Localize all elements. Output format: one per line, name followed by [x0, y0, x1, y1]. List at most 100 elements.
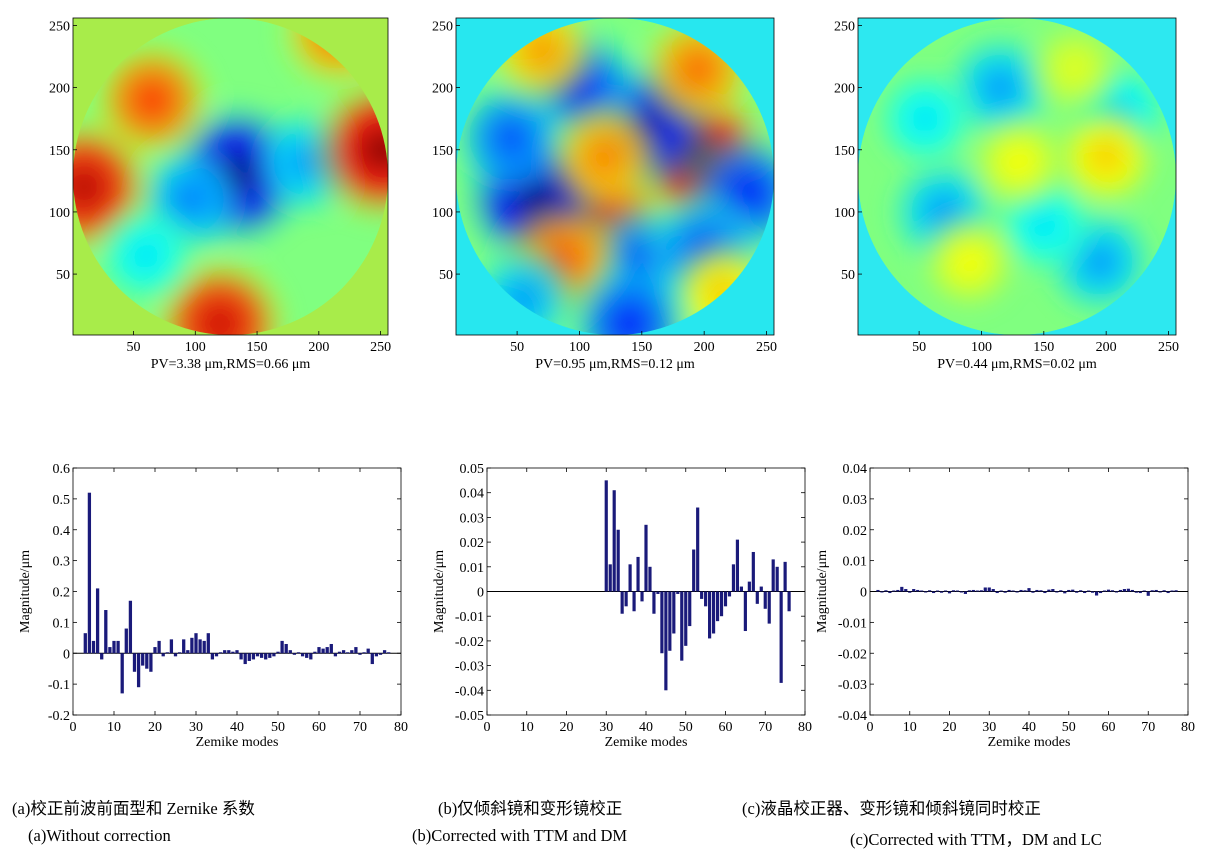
bar	[715, 591, 720, 622]
aberration-blob	[868, 61, 983, 176]
bar	[1110, 590, 1115, 592]
bar	[1162, 590, 1166, 592]
bar	[1023, 590, 1027, 592]
caption-a-en: (a)Without correction	[28, 826, 171, 845]
y-tick-label: 50	[439, 268, 453, 283]
aperture	[73, 18, 388, 335]
bar	[943, 590, 948, 592]
bar	[1011, 590, 1015, 592]
bar	[951, 590, 956, 592]
bar	[346, 652, 350, 654]
y-tick-label: 0.05	[460, 462, 485, 477]
y-tick-label: 200	[49, 82, 70, 97]
bar	[280, 640, 284, 654]
wavefront-caption: PV=0.44 μm,RMS=0.02 μm	[937, 357, 1097, 372]
aperture	[456, 18, 774, 335]
bar	[644, 524, 648, 592]
bar	[149, 653, 153, 672]
bar	[1134, 591, 1138, 593]
x-tick-label: 50	[1062, 720, 1076, 735]
x-axis-label: Zemike modes	[196, 735, 279, 750]
bar	[259, 653, 264, 658]
bar	[1039, 590, 1043, 592]
bar	[900, 586, 904, 592]
y-tick-label: 0.03	[460, 511, 485, 526]
bar	[378, 653, 383, 655]
bar	[719, 591, 724, 617]
bar	[884, 590, 888, 592]
bar	[735, 539, 740, 592]
bar	[83, 633, 87, 654]
aberration-blob	[540, 92, 669, 220]
x-tick-label: 100	[569, 340, 590, 355]
bar	[743, 591, 747, 632]
y-axis-label: Magnitude/μm	[815, 550, 830, 633]
caption-b-en: (b)Corrected with TTM and DM	[412, 826, 628, 845]
bar	[202, 640, 206, 654]
y-tick-label: 250	[834, 19, 855, 34]
y-tick-label: 50	[56, 268, 70, 283]
bar	[165, 652, 169, 654]
bar	[1174, 590, 1178, 592]
y-tick-label: 250	[49, 19, 70, 34]
y-tick-label: 100	[432, 206, 453, 221]
bar	[640, 591, 644, 602]
bar	[1079, 590, 1083, 592]
bar	[668, 591, 672, 651]
bar	[1063, 591, 1067, 594]
x-tick-label: 0	[70, 720, 77, 735]
bar	[876, 589, 880, 592]
bar	[648, 566, 652, 592]
bar	[711, 591, 716, 634]
bar	[100, 653, 104, 660]
zernike-bar-chart-b: 0 10 20 30 40 50 60 70 80 -0.05 -0.04 -0.03 -0.02 -0.…	[432, 462, 812, 750]
bar	[272, 653, 276, 657]
bar	[1126, 588, 1130, 592]
bar	[288, 650, 292, 654]
bar	[1130, 589, 1134, 592]
x-tick-label: 50	[510, 340, 524, 355]
y-tick-label: 0.04	[843, 462, 868, 477]
bar	[247, 653, 251, 661]
x-tick-label: 40	[639, 720, 653, 735]
bar	[337, 651, 342, 654]
bar	[231, 651, 235, 654]
bar	[1083, 591, 1087, 594]
bar	[132, 653, 137, 672]
bar	[939, 591, 944, 593]
bar	[624, 591, 628, 607]
bar	[206, 633, 210, 654]
bar	[1067, 589, 1071, 592]
y-tick-label: -0.02	[455, 635, 484, 650]
bar	[763, 591, 767, 609]
bar	[916, 589, 920, 592]
caption-c-cn: (c)液晶校正器、变形镜和倾斜镜同时校正	[742, 799, 1041, 818]
bar	[1106, 589, 1111, 592]
x-tick-label: 20	[560, 720, 574, 735]
bar	[1122, 589, 1126, 592]
bar	[928, 590, 932, 592]
y-tick-label: -0.2	[48, 709, 70, 724]
bar	[759, 586, 763, 592]
aberration-blob	[89, 198, 203, 313]
bar	[636, 556, 640, 592]
bar	[95, 588, 100, 654]
x-tick-label: 50	[127, 340, 141, 355]
y-tick-label: 0	[63, 647, 70, 662]
bar	[1114, 591, 1119, 593]
bar	[783, 561, 787, 592]
bar	[731, 564, 736, 592]
x-tick-label: 200	[1096, 340, 1117, 355]
bar	[305, 653, 309, 658]
y-tick-label: -0.04	[455, 684, 484, 699]
bar	[983, 587, 987, 592]
bar	[177, 652, 182, 654]
bar	[317, 647, 321, 654]
y-tick-label: 0.3	[53, 555, 71, 570]
bar	[1075, 591, 1079, 593]
x-tick-label: 40	[230, 720, 244, 735]
y-tick-label: -0.01	[455, 610, 484, 625]
bar	[1142, 590, 1146, 592]
plot-area	[73, 468, 401, 715]
